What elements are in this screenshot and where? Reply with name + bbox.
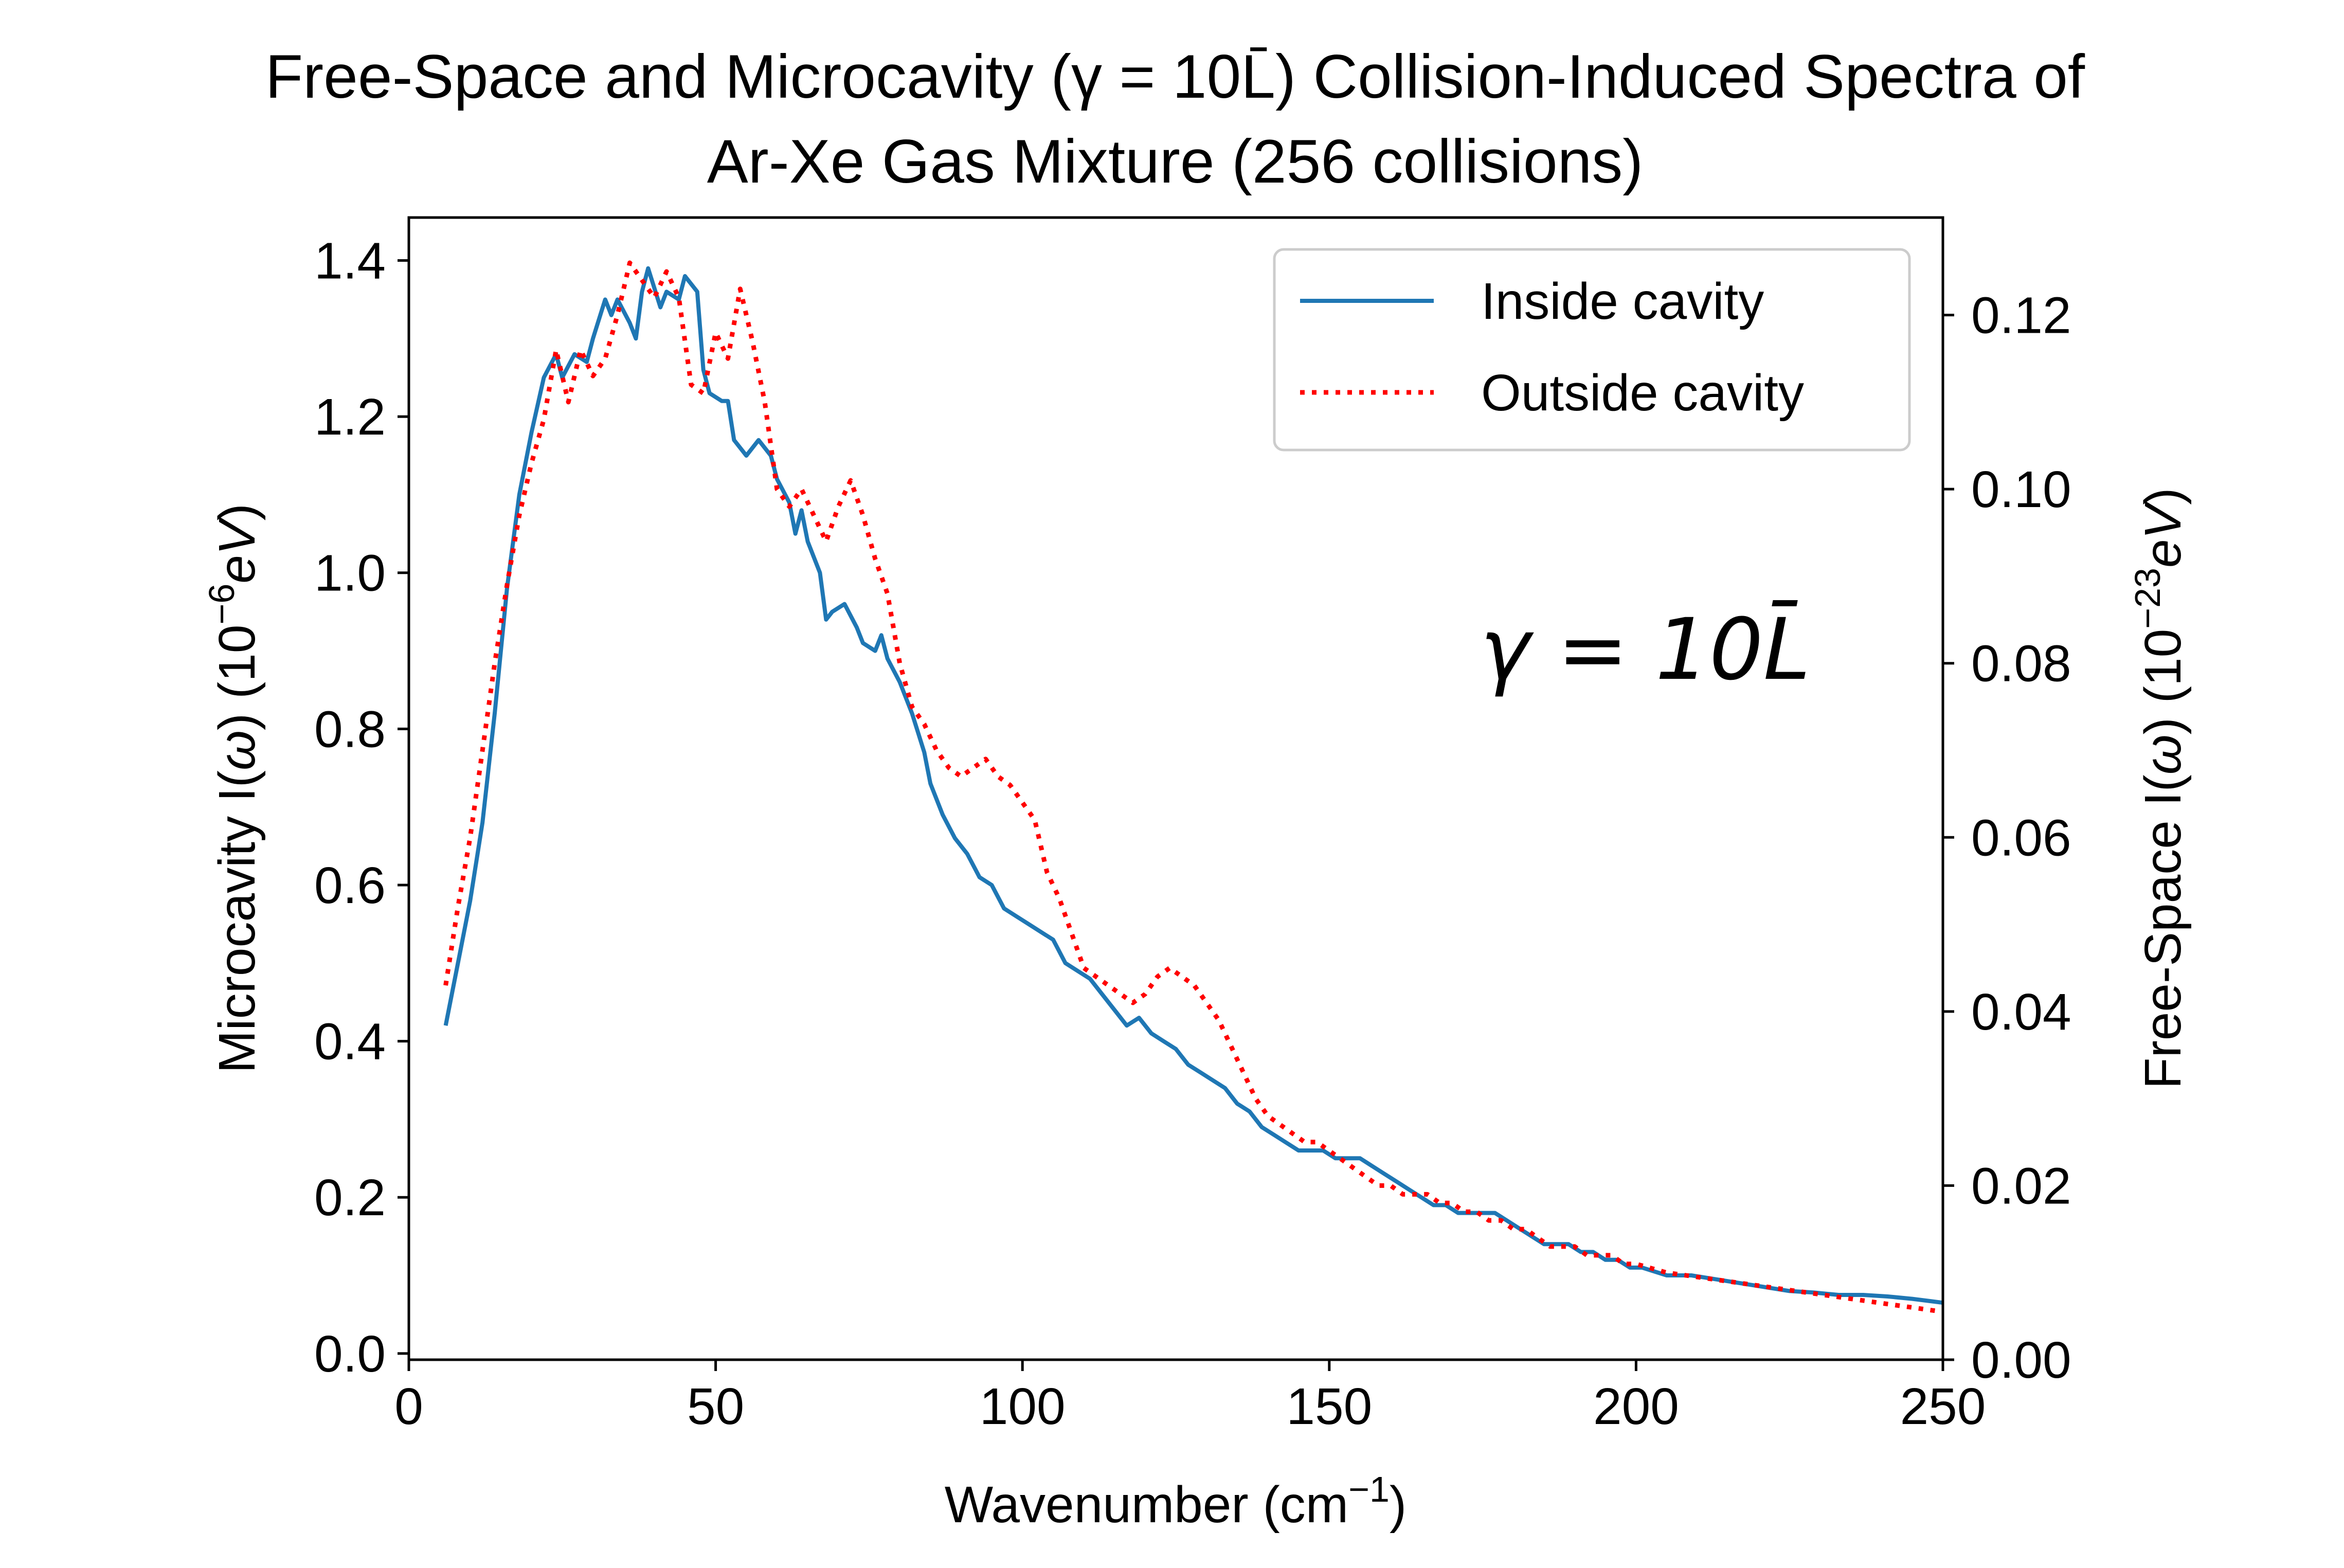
x-tick-label: 0 (394, 1378, 423, 1435)
right-y-tick-label: 0.06 (1971, 809, 2071, 867)
legend-label-inside-cavity: Inside cavity (1481, 273, 1764, 330)
left-y-axis: 0.0 0.2 0.4 0.6 0.8 1.0 1.2 1.4 (314, 232, 409, 1383)
series-layer (443, 260, 1943, 1314)
x-tick-label: 100 (980, 1378, 1066, 1435)
right-y-tick-label: 0.00 (1971, 1331, 2071, 1389)
right-y-tick-label: 0.12 (1971, 287, 2071, 345)
right-y-axis: 0.00 0.02 0.04 0.06 0.08 0.10 0.12 (1943, 287, 2071, 1389)
legend-label-outside-cavity: Outside cavity (1481, 364, 1804, 422)
gamma-annotation: γ = 10L̄ (1480, 600, 1811, 699)
chart-title-line-2: Ar-Xe Gas Mixture (256 collisions) (707, 127, 1644, 196)
x-tick-label: 250 (1900, 1378, 1986, 1435)
left-y-tick-label: 0.2 (314, 1169, 386, 1227)
left-y-tick-label: 1.2 (314, 388, 386, 446)
right-y-tick-label: 0.10 (1971, 461, 2071, 518)
right-y-tick-label: 0.02 (1971, 1157, 2071, 1215)
right-y-tick-label: 0.04 (1971, 983, 2071, 1041)
legend: Inside cavity Outside cavity (1273, 248, 1911, 452)
right-y-axis-label: Free-Space I(ω) (10−23eV) (2127, 488, 2192, 1089)
right-y-tick-label: 0.08 (1971, 635, 2071, 693)
left-y-tick-label: 1.0 (314, 545, 386, 602)
left-y-tick-label: 1.4 (314, 232, 386, 290)
left-y-tick-label: 0.8 (314, 700, 386, 758)
series-line-outside-cavity (443, 260, 1943, 1314)
chart-title: Free-Space and Microcavity (γ = 10L̄) Co… (265, 42, 2085, 196)
x-axis-label: Wavenumber (cm−1) (945, 1469, 1407, 1534)
plot-frame (407, 216, 1944, 1361)
left-y-tick-label: 0.0 (314, 1325, 386, 1383)
series-line-inside-cavity (443, 266, 1943, 1305)
left-y-tick-label: 0.4 (314, 1013, 386, 1071)
x-tick-label: 200 (1593, 1378, 1679, 1435)
x-axis: 0 50 100 150 200 250 (394, 1360, 1986, 1435)
x-tick-label: 50 (687, 1378, 744, 1435)
x-tick-label: 150 (1286, 1378, 1372, 1435)
left-y-tick-label: 0.6 (314, 857, 386, 914)
chart-title-line-1: Free-Space and Microcavity (γ = 10L̄) Co… (265, 42, 2085, 111)
